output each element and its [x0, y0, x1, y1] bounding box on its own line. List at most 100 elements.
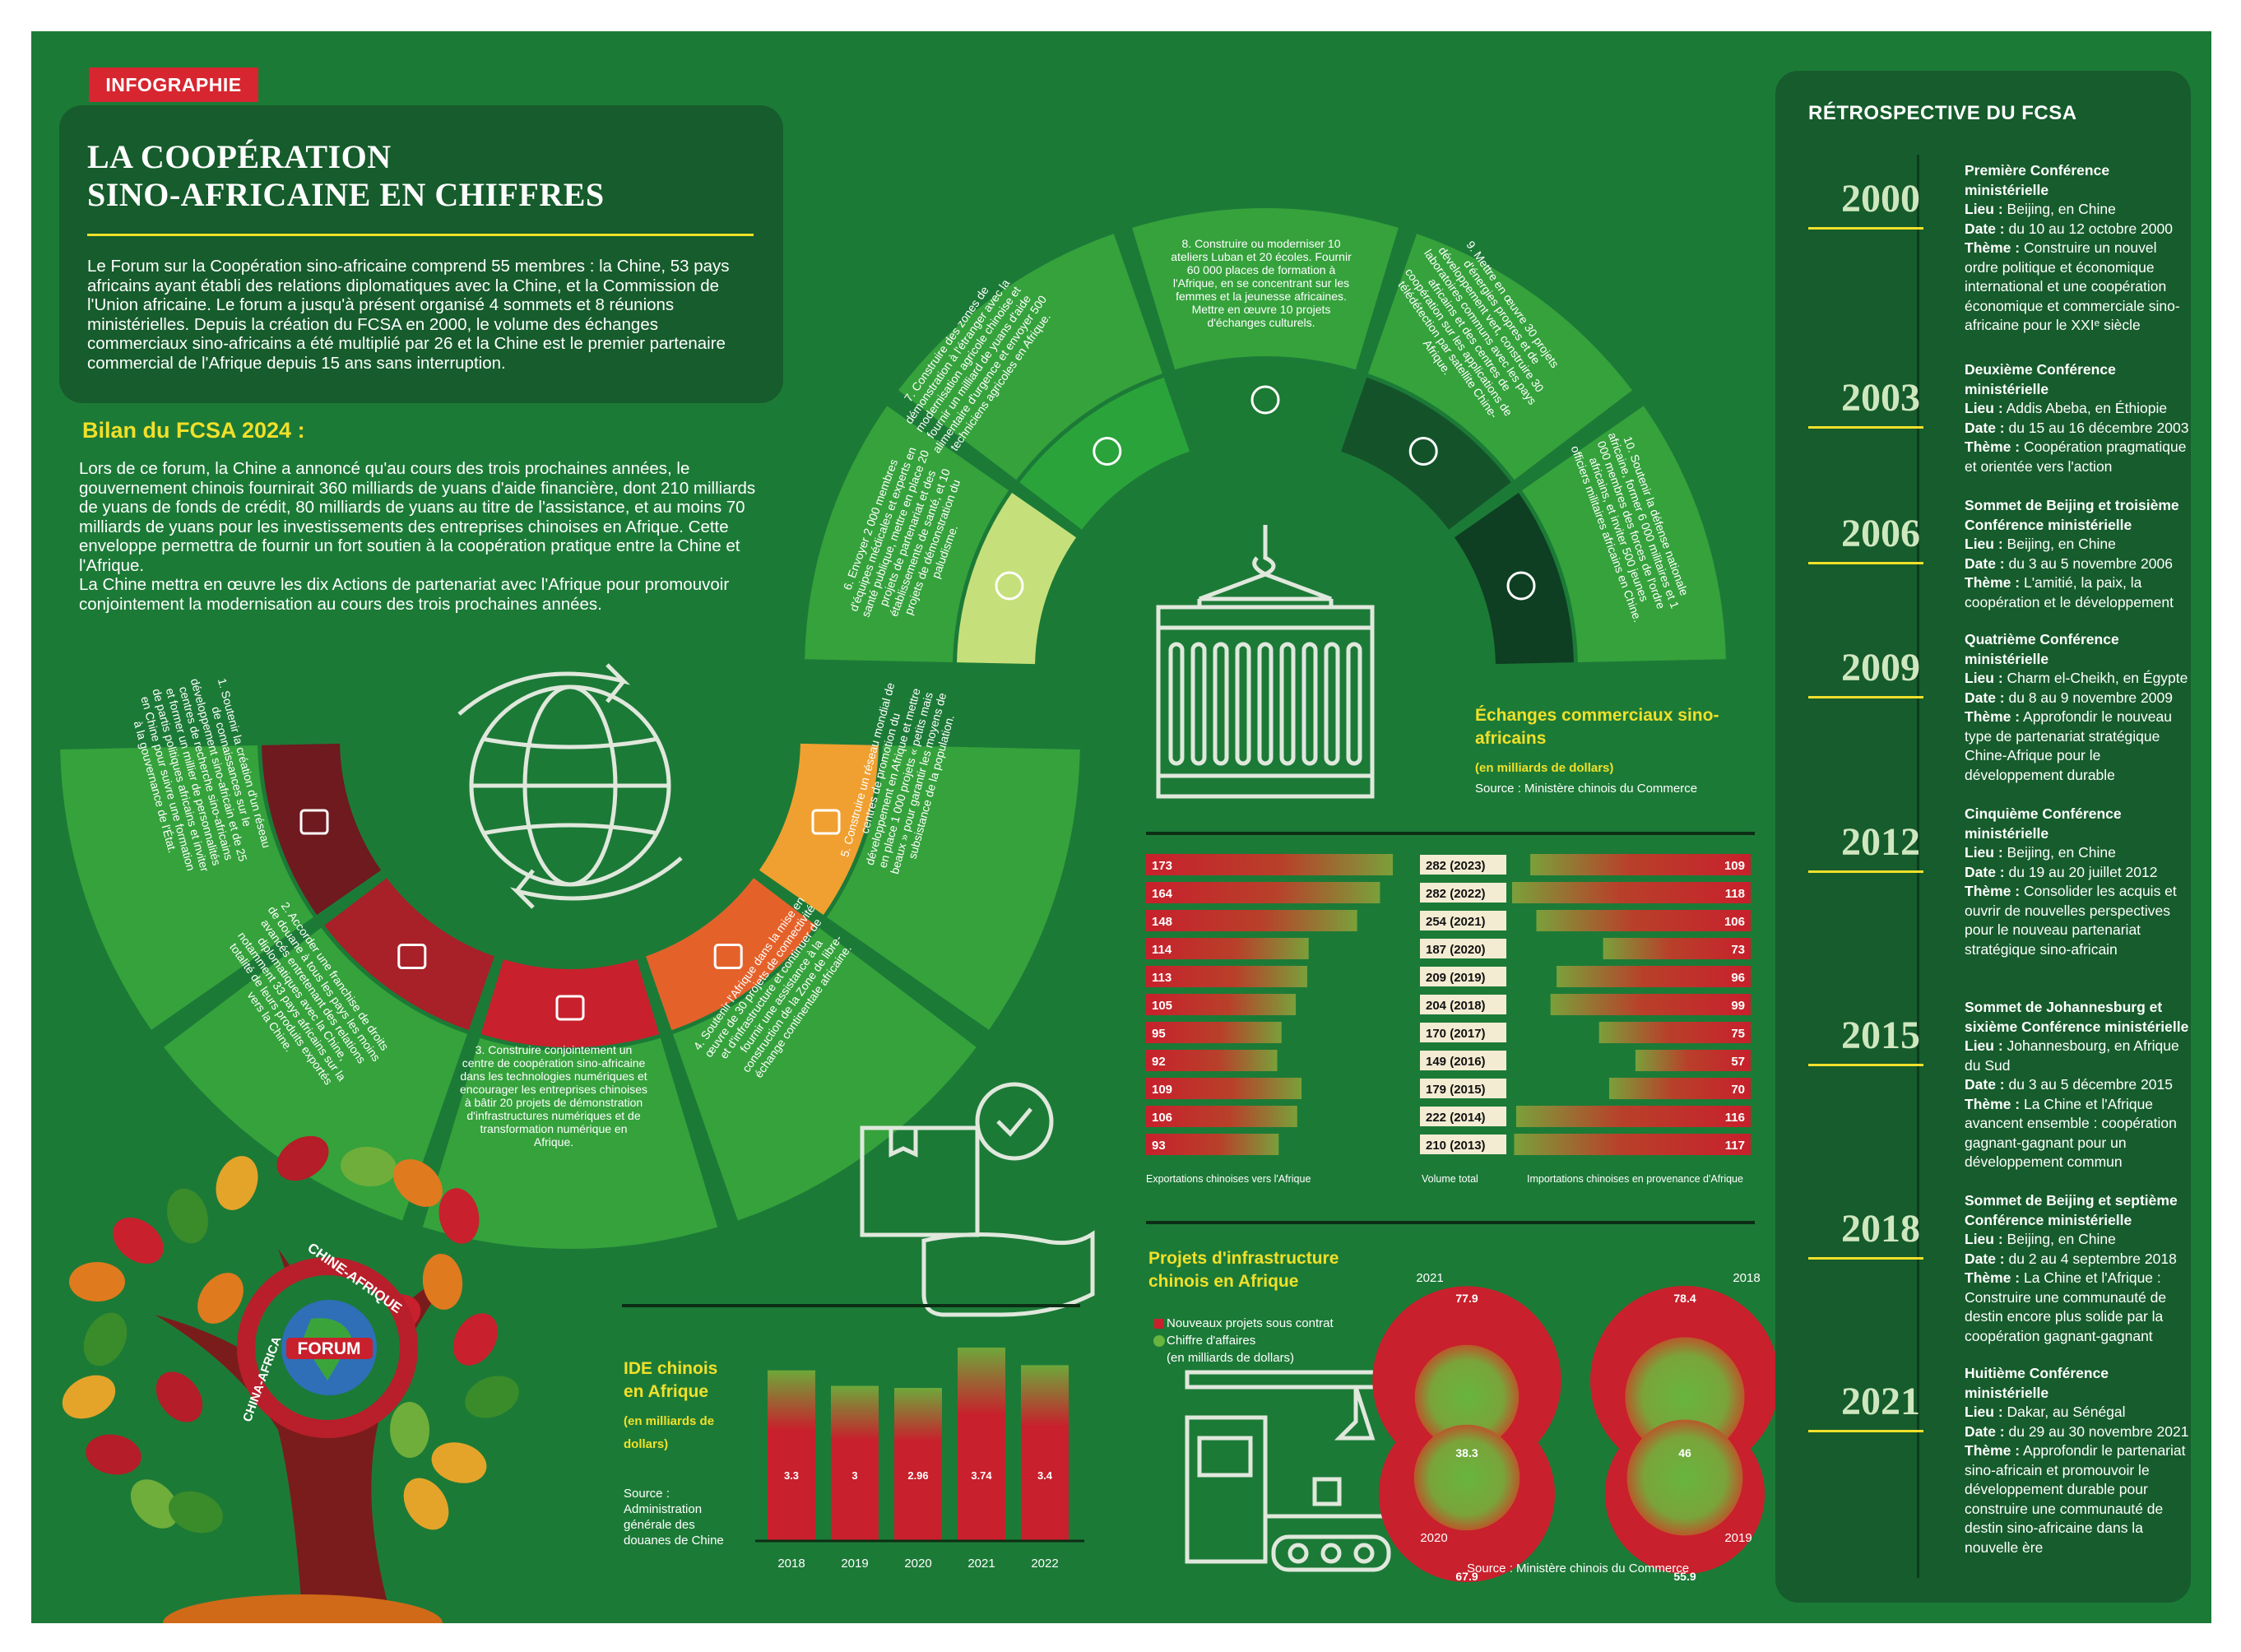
retro-theme: Thème : Construire un nouvel ordre polit…	[1965, 239, 2180, 333]
retro-theme: Thème : La Chine et l'Afrique : Construi…	[1965, 1269, 2167, 1344]
trade-import-label: 106	[1724, 915, 1745, 929]
fdi-value-label: 3.4	[1037, 1469, 1053, 1482]
trade-total-label: 149 (2016)	[1426, 1055, 1486, 1069]
fdi-value-label: 3.3	[784, 1469, 799, 1482]
action-segment-5	[827, 745, 1080, 1030]
trade-export-label: 106	[1152, 1111, 1172, 1125]
infra-year-label: 2018	[1733, 1271, 1760, 1285]
fdi-year-label: 2019	[841, 1557, 868, 1571]
retrospective-panel	[1775, 71, 2191, 1603]
infra-new-projects-label: 78.4	[1673, 1292, 1696, 1305]
trade-total-label: 179 (2015)	[1426, 1083, 1486, 1097]
trade-export-label: 109	[1152, 1083, 1172, 1097]
trade-import-label: 73	[1731, 943, 1745, 957]
retro-date: Date : du 2 au 4 septembre 2018	[1965, 1250, 2177, 1267]
trade-export-bar	[1146, 1078, 1302, 1099]
retro-event: Sommet de Johannesburg et sixième Confér…	[1965, 999, 2189, 1035]
trade-source: Source : Ministère chinois du Commerce	[1475, 782, 1698, 796]
trade-import-label: 117	[1725, 1139, 1745, 1153]
retro-date: Date : du 15 au 16 décembre 2003	[1965, 419, 2189, 436]
bilan-paragraph-1: Lors de ce forum, la Chine a annoncé qu'…	[79, 459, 756, 575]
trade-total-box	[1420, 1079, 1506, 1098]
retro-year: 2018	[1841, 1207, 1920, 1251]
retro-year: 2006	[1841, 512, 1920, 555]
retro-details: Première Conférence ministérielle Lieu : …	[1965, 161, 2191, 336]
infra-title: Projets d'infrastructure chinois en Afri…	[1148, 1249, 1339, 1291]
retro-year-underline	[1808, 1064, 1923, 1066]
trade-export-bar	[1146, 910, 1357, 931]
infra-year-label: 2019	[1724, 1531, 1752, 1545]
action-8-icon	[1250, 385, 1280, 415]
retro-details: Sommet de Beijing et troisième Conférenc…	[1965, 496, 2191, 612]
trade-import-bar	[1514, 1134, 1751, 1155]
tree-leaf	[83, 1312, 128, 1367]
tree-leaf	[69, 1262, 125, 1302]
trade-export-label: 173	[1152, 859, 1172, 873]
tree-illustration	[62, 1135, 519, 1623]
trade-export-bar	[1146, 938, 1309, 959]
trade-export-bar	[1146, 854, 1393, 875]
bilan-paragraph-2: La Chine mettra en œuvre les dix Actions…	[79, 575, 730, 614]
trade-import-bar	[1557, 966, 1751, 987]
fdi-value-label: 2.96	[907, 1469, 928, 1482]
fdi-bar	[894, 1388, 942, 1541]
bilan-text: Lors de ce forum, la Chine a annoncé qu'…	[79, 459, 778, 614]
legend-turnover-swatch	[1153, 1335, 1165, 1347]
action-segment-8	[1132, 208, 1399, 370]
trade-caption-imports: Importations chinoises en provenance d'A…	[1527, 1173, 1743, 1185]
trade-total-box	[1420, 1135, 1506, 1154]
retro-entry-2012: 2012 Cinquième Conférence ministérielle Li…	[1775, 796, 2191, 958]
action-1-icon	[299, 809, 329, 835]
tree-leaf	[431, 1442, 487, 1483]
upper-actions-ring	[805, 208, 1726, 665]
action-icon-band-10	[1454, 492, 1574, 665]
title-divider	[87, 234, 754, 236]
forum-logo: FORUM CHINE-AFRIQUE CHINA-AFRICA	[237, 1240, 418, 1438]
retro-entry-2018: 2018 Sommet de Beijing et septième Confér…	[1775, 1183, 2191, 1344]
fdi-bar	[831, 1385, 879, 1541]
retro-year-underline	[1808, 562, 1923, 564]
trade-import-bar	[1598, 1022, 1751, 1043]
trade-import-bar	[1512, 882, 1751, 903]
trade-total-box	[1420, 883, 1506, 903]
retro-theme: Thème : Approfondir le nouveau type de p…	[1965, 708, 2172, 783]
infra-year-label: 2021	[1416, 1271, 1443, 1285]
action-segment-9	[1367, 234, 1633, 480]
fdi-bar	[1021, 1365, 1069, 1541]
retro-year: 2003	[1841, 376, 1920, 420]
globe-arrows-icon	[457, 663, 683, 909]
action-segment-2	[164, 927, 468, 1221]
retro-entry-2006: 2006 Sommet de Beijing et troisième Confé…	[1775, 488, 2191, 610]
trade-total-label: 222 (2014)	[1426, 1111, 1486, 1125]
action-9-icon	[1408, 436, 1438, 466]
trade-total-box	[1420, 967, 1506, 986]
retro-event: Deuxième Conférence ministérielle	[1965, 361, 2116, 397]
retro-year-underline	[1808, 1257, 1923, 1260]
fdi-bar	[768, 1370, 815, 1541]
trade-import-label: 75	[1731, 1027, 1745, 1041]
retro-lieu: Lieu : Addis Abeba, en Éthiopie	[1965, 400, 2168, 416]
retro-year: 2000	[1841, 177, 1920, 220]
infra-legend-turnover: Chiffre d'affaires	[1167, 1334, 1256, 1348]
trade-import-bar	[1536, 910, 1751, 931]
trade-total-label: 187 (2020)	[1426, 943, 1486, 957]
action-icon-band-1	[262, 743, 382, 916]
trade-total-box	[1420, 911, 1506, 930]
action-8-text: 8. Construire ou moderniser 10 ateliers …	[1171, 237, 1352, 329]
intro-panel	[59, 105, 783, 403]
action-10-icon	[1506, 571, 1536, 601]
action-icon-band-6	[957, 492, 1077, 665]
fdi-year-label: 2021	[967, 1557, 995, 1571]
tree-leaf	[167, 1188, 208, 1244]
action-5-icon	[811, 809, 841, 835]
trade-import-bar	[1608, 1078, 1751, 1099]
trade-import-label: 99	[1731, 999, 1745, 1013]
retro-date: Date : du 10 au 12 octobre 2000	[1965, 220, 2173, 237]
retro-entry-2000: 2000 Première Conférence ministérielle Lie…	[1775, 153, 2191, 333]
trade-title: Échanges commerciaux sino-africains	[1475, 706, 1719, 748]
trade-import-bar	[1635, 1050, 1751, 1071]
retro-details: Huitième Conférence ministérielle Lieu : …	[1965, 1364, 2191, 1557]
trade-total-label: 282 (2023)	[1426, 859, 1486, 873]
trade-import-label: 57	[1731, 1055, 1745, 1069]
trade-export-bar	[1146, 1050, 1278, 1071]
